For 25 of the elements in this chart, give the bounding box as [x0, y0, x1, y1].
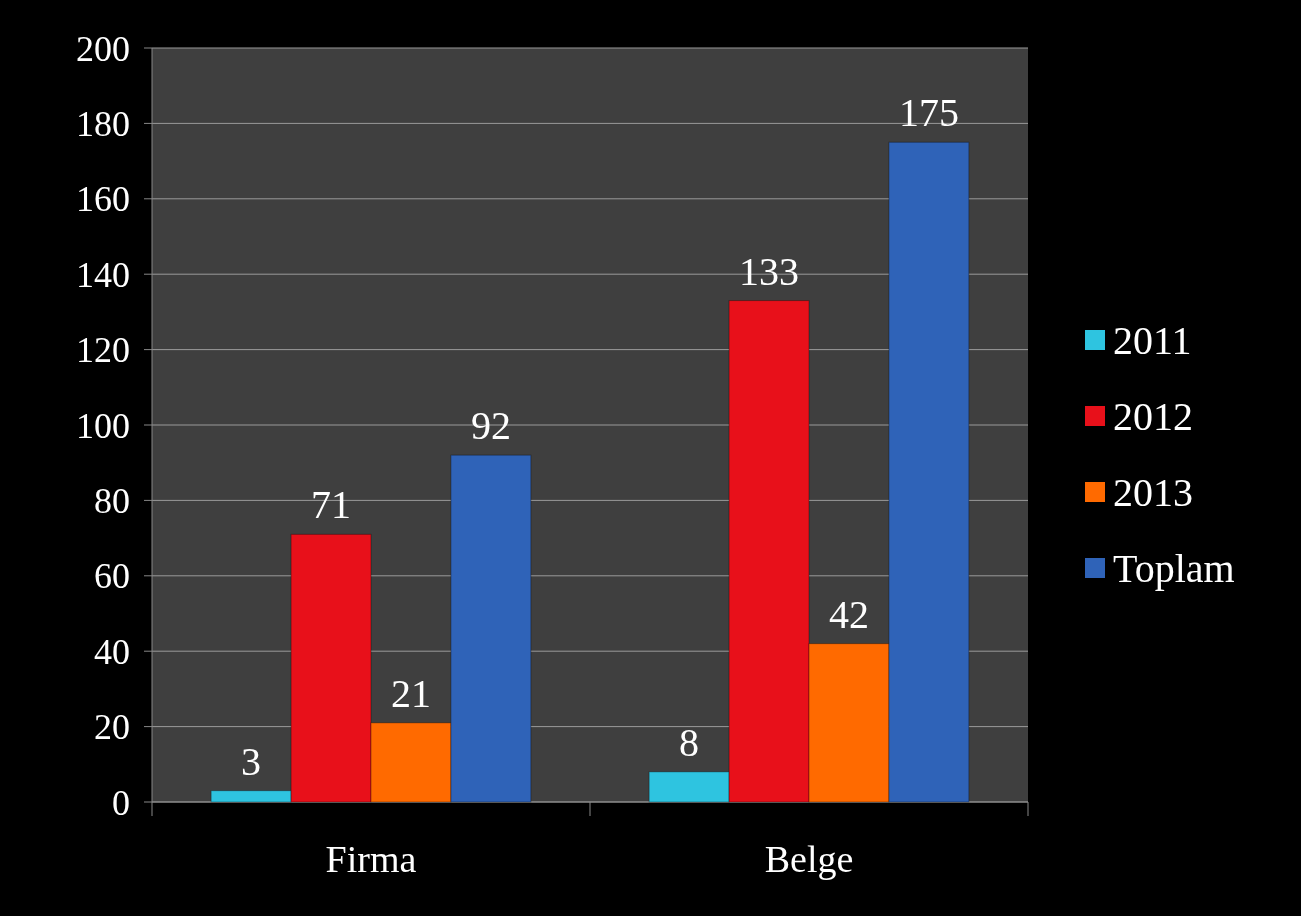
y-tick-label: 80 — [94, 481, 130, 521]
y-tick-label: 100 — [76, 405, 130, 446]
data-label: 3 — [241, 738, 262, 784]
legend-label: 2013 — [1113, 470, 1193, 515]
data-label: 42 — [828, 591, 869, 637]
y-tick-label: 160 — [76, 179, 130, 220]
y-tick-label: 0 — [112, 782, 130, 823]
y-tick-label: 60 — [94, 556, 130, 597]
y-tick-label: 20 — [94, 707, 130, 748]
data-label: 71 — [311, 482, 352, 528]
y-tick-label: 180 — [76, 104, 130, 144]
legend-label: 2012 — [1113, 394, 1193, 439]
data-label: 175 — [898, 90, 959, 136]
y-tick-label: 120 — [76, 330, 130, 371]
legend-label: 2011 — [1113, 318, 1192, 363]
y-tick-label: 200 — [76, 28, 130, 69]
data-label: 21 — [390, 670, 431, 716]
data-label: 92 — [470, 403, 511, 449]
legend-label: Toplam — [1113, 546, 1235, 591]
y-tick-label: 40 — [94, 631, 130, 672]
y-tick-label: 140 — [76, 254, 130, 295]
x-tick-label: Belge — [764, 838, 854, 880]
x-tick-label: Firma — [325, 838, 417, 880]
data-label: 133 — [739, 248, 800, 294]
data-label: 8 — [679, 719, 700, 765]
